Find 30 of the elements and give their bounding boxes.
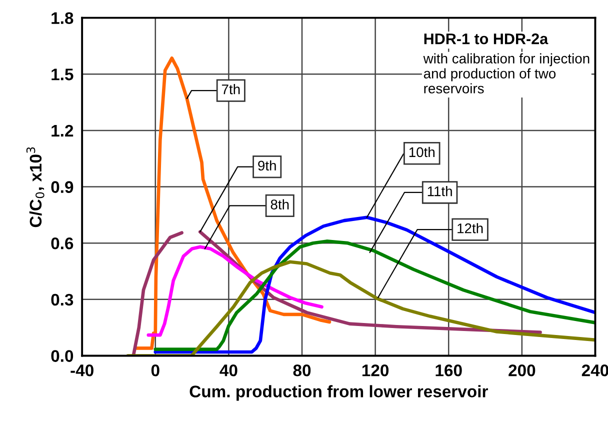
y-tick-label: 1.8 (52, 12, 74, 24)
x-tick-label: 160 (436, 364, 462, 376)
annotation: HDR-1 to HDR-2a (424, 33, 548, 44)
x-tick-label: 0 (151, 364, 160, 376)
annotation: 12th (458, 223, 483, 234)
line-series (154, 216, 596, 354)
y-tick-label: 0.0 (51, 350, 74, 362)
line-series (126, 260, 596, 356)
y-tick-label: 0.3 (51, 294, 74, 306)
line-series (135, 56, 332, 350)
y-tick-label: 1.5 (52, 68, 74, 80)
annotation: 8th (270, 199, 289, 210)
y-tick-label: 1.2 (52, 124, 74, 136)
line-series (146, 245, 324, 337)
annotation: 7th (222, 84, 240, 94)
y-axis-title: C/C$_{0}$, x10$^{3}$ (26, 147, 44, 228)
y-tick-label: 0.9 (51, 181, 74, 193)
x-tick-label: 200 (508, 364, 536, 376)
line-series (154, 240, 596, 352)
y-tick-label: 0.6 (51, 237, 74, 250)
x-tick-label: -40 (70, 364, 94, 376)
annotation: with calibration for injection and production of two reservoirs (423, 53, 590, 94)
x-tick-label: 240 (582, 364, 608, 376)
x-tick-label: 120 (362, 364, 389, 376)
annotation: 9th (258, 160, 276, 171)
annotation: 10th (409, 146, 434, 158)
annotation: 11th (428, 186, 452, 196)
x-axis-title: Cum. production from lower reservoir (190, 385, 488, 401)
x-tick-label: 80 (293, 364, 311, 376)
x-tick-label: 40 (220, 364, 238, 376)
